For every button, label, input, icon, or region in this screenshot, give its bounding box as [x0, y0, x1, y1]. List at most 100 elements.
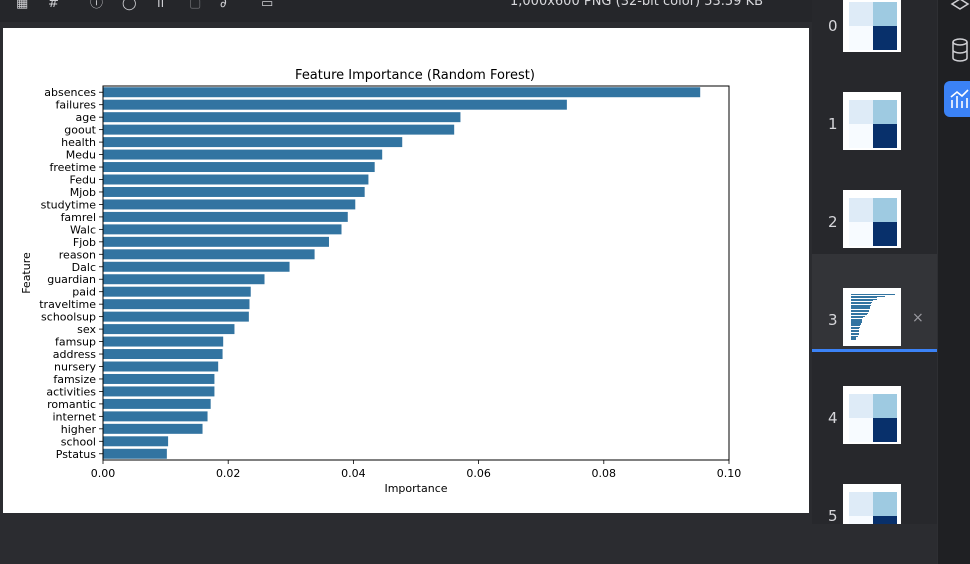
histogram-icon[interactable]: ıl: [157, 0, 165, 11]
y-tick-label: nursery: [54, 361, 96, 374]
window-icon[interactable]: ▭: [261, 0, 274, 11]
thumbnail-image: [843, 386, 901, 444]
y-tick-label: reason: [59, 248, 96, 261]
y-tick-label: famsize: [53, 373, 96, 386]
bar-Pstatus: [103, 448, 167, 459]
thumbnail-index: 3: [828, 311, 838, 329]
bar-Fedu: [103, 174, 369, 185]
y-tick-label: guardian: [47, 273, 96, 286]
x-tick-label: 0.10: [717, 467, 742, 480]
thumbnail-image: [843, 288, 901, 346]
y-tick-label: Pstatus: [56, 448, 97, 461]
bar-famsize: [103, 373, 215, 384]
x-tick-label: 0.02: [216, 467, 241, 480]
bar-studytime: [103, 199, 356, 210]
bar-Mjob: [103, 186, 365, 197]
y-tick-label: failures: [56, 99, 97, 112]
y-tick-label: address: [53, 348, 96, 361]
thumbnail-index: 5: [828, 507, 838, 524]
y-tick-label: romantic: [47, 398, 96, 411]
chart-title: Feature Importance (Random Forest): [295, 68, 535, 83]
y-tick-label: health: [61, 136, 96, 149]
y-tick-label: Fjob: [73, 236, 96, 249]
axes-frame: [102, 85, 730, 461]
y-tick-label: absences: [44, 86, 96, 99]
y-tick-label: studytime: [41, 198, 97, 211]
layers-icon[interactable]: [944, 0, 970, 22]
thumbnail-image: [843, 190, 901, 248]
crop-icon[interactable]: #: [48, 0, 59, 11]
thumbnail-image: [843, 484, 901, 524]
close-icon[interactable]: ×: [912, 310, 924, 326]
x-tick-label: 0.06: [466, 467, 491, 480]
thumbnail-4[interactable]: 4: [812, 352, 937, 450]
x-tick-label: 0.00: [91, 467, 116, 480]
y-axis-label: Feature: [20, 252, 33, 294]
bar-guardian: [103, 274, 265, 285]
file-info: 1,000x600 PNG (32-bit color) 53.59 KB: [510, 0, 764, 9]
y-tick-label: sex: [77, 323, 96, 336]
y-tick-label: Walc: [70, 223, 96, 236]
bar-reason: [103, 249, 315, 260]
y-tick-label: internet: [53, 410, 97, 423]
x-tick-label: 0.04: [341, 467, 366, 480]
bar-age: [103, 112, 461, 123]
bar-internet: [103, 411, 208, 422]
y-tick-label: school: [61, 435, 96, 448]
y-tick-label: traveltime: [39, 298, 96, 311]
thumbnail-2[interactable]: 2: [812, 156, 937, 254]
bar-nursery: [103, 361, 219, 372]
bar-famsup: [103, 336, 224, 347]
bar-sex: [103, 324, 235, 335]
thumbnail-3[interactable]: 3 ×: [812, 254, 937, 352]
y-tick-label: Dalc: [72, 261, 96, 274]
compare-icon[interactable]: ◯: [122, 0, 137, 11]
bottom-bar: [0, 524, 937, 564]
y-tick-label: famrel: [61, 211, 96, 224]
image-icon[interactable]: ▢: [189, 0, 202, 11]
bar-freetime: [103, 162, 375, 173]
bar-address: [103, 349, 223, 360]
database-icon[interactable]: [944, 32, 970, 68]
thumbnail-index: 0: [828, 17, 838, 35]
bar-Fjob: [103, 236, 329, 247]
thumbnail-image: [843, 0, 901, 52]
y-tick-label: activities: [46, 385, 96, 398]
x-axis-label: Importance: [384, 482, 447, 495]
y-tick-label: schoolsup: [41, 311, 96, 324]
brush-icon[interactable]: ∂: [220, 0, 227, 11]
image-preview: Feature Importance (Random Forest) absen…: [3, 28, 809, 513]
thumbnail-5[interactable]: 5: [812, 450, 937, 524]
bar-goout: [103, 124, 455, 135]
y-tick-label: Mjob: [70, 186, 96, 199]
grid-icon[interactable]: ▦: [16, 0, 29, 11]
bar-chart: Feature Importance (Random Forest) absen…: [20, 68, 742, 495]
bar-famrel: [103, 211, 348, 222]
thumbnail-1[interactable]: 1: [812, 58, 937, 156]
bar-absences: [103, 87, 701, 98]
y-tick-label: Medu: [66, 149, 96, 162]
bar-schoolsup: [103, 311, 249, 322]
y-tick-label: Fedu: [70, 174, 96, 187]
bar-activities: [103, 386, 215, 397]
bar-Medu: [103, 149, 383, 160]
thumbnail-0[interactable]: 0: [812, 0, 937, 58]
y-tick-label: paid: [72, 286, 96, 299]
right-toolbar: [937, 0, 970, 564]
thumbnail-strip: 0 1 2 3 × 4 5: [812, 0, 937, 524]
y-tick-label: goout: [64, 124, 96, 137]
chart-icon[interactable]: [944, 81, 970, 117]
y-tick-label: age: [76, 111, 97, 124]
bar-traveltime: [103, 299, 250, 310]
y-tick-label: freetime: [49, 161, 96, 174]
bar-school: [103, 436, 169, 447]
info-icon[interactable]: ⓘ: [90, 0, 104, 11]
y-tick-label: higher: [61, 423, 97, 436]
bar-failures: [103, 99, 567, 110]
bar-romantic: [103, 398, 211, 409]
bar-health: [103, 137, 403, 148]
thumbnail-index: 1: [828, 115, 838, 133]
bar-paid: [103, 286, 251, 297]
thumbnail-image: [843, 92, 901, 150]
thumbnail-index: 2: [828, 213, 838, 231]
